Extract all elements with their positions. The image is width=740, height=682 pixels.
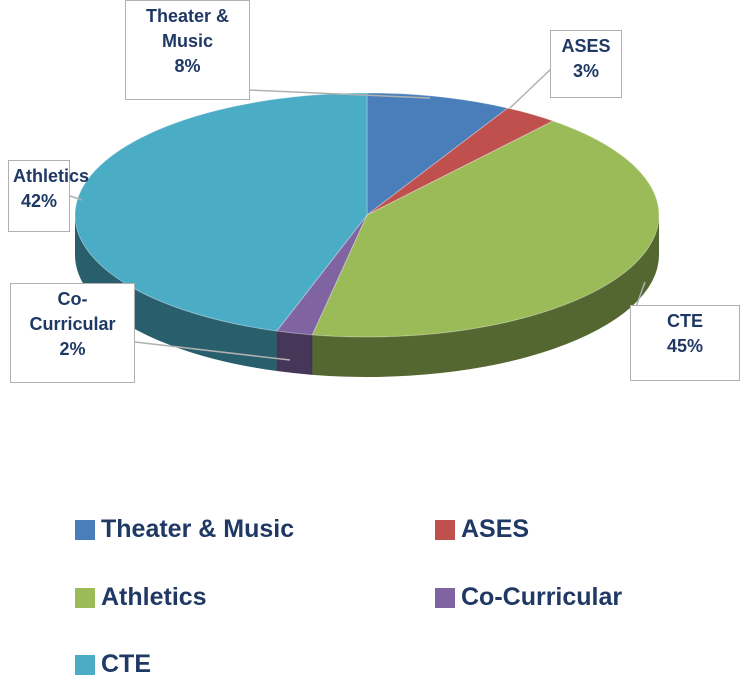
legend-swatch — [75, 654, 95, 675]
data-label-value: 3% — [572, 61, 599, 81]
slice-side — [276, 331, 313, 375]
data-label-value: 45% — [666, 336, 704, 356]
slice — [366, 92, 509, 217]
pie-sides — [75, 215, 659, 377]
legend-item: Athletics — [75, 583, 207, 612]
legend-label: ASES — [461, 515, 530, 543]
data-label-value: 8% — [174, 56, 201, 76]
slice-side — [75, 215, 277, 372]
data-label: Theater & Music 8% — [125, 0, 250, 100]
leader-line — [247, 89, 431, 99]
legend-label: Athletics — [101, 583, 207, 611]
legend-item: CTE — [75, 650, 151, 679]
legend-item: Theater & Music — [75, 515, 294, 544]
leader-line — [134, 341, 291, 361]
data-label-category: Theater & Music — [145, 6, 230, 51]
data-label: Athletics 42% — [8, 160, 90, 232]
legend-item: ASES — [435, 515, 529, 544]
legend-swatch — [435, 519, 455, 540]
legend-swatch — [75, 587, 95, 608]
legend-item: Co-Curricular — [435, 583, 622, 612]
slice — [275, 214, 368, 336]
leader-line — [69, 195, 83, 201]
data-label-category: CTE — [667, 311, 703, 331]
data-label-value: 42% — [20, 191, 58, 211]
legend-label: Co-Curricular — [461, 583, 623, 611]
legend-swatch — [435, 587, 455, 608]
data-label-category: Athletics — [13, 166, 90, 186]
data-label-category: Co-Curricular — [29, 289, 116, 334]
leader-line — [509, 67, 553, 109]
legend-label: CTE — [101, 650, 151, 678]
data-label-category: ASES — [561, 36, 611, 56]
data-label-value: 2% — [59, 339, 86, 359]
slice-side — [312, 215, 659, 377]
data-label: CTE 45% — [630, 305, 740, 381]
slice — [74, 92, 368, 332]
slice — [311, 120, 660, 338]
slice — [366, 107, 555, 216]
data-label: Co-Curricular 2% — [10, 283, 135, 383]
legend-label: Theater & Music — [101, 515, 295, 543]
data-label: ASES 3% — [550, 30, 622, 98]
legend-swatch — [75, 519, 95, 540]
pie — [74, 92, 660, 377]
pie-tops — [74, 92, 660, 338]
